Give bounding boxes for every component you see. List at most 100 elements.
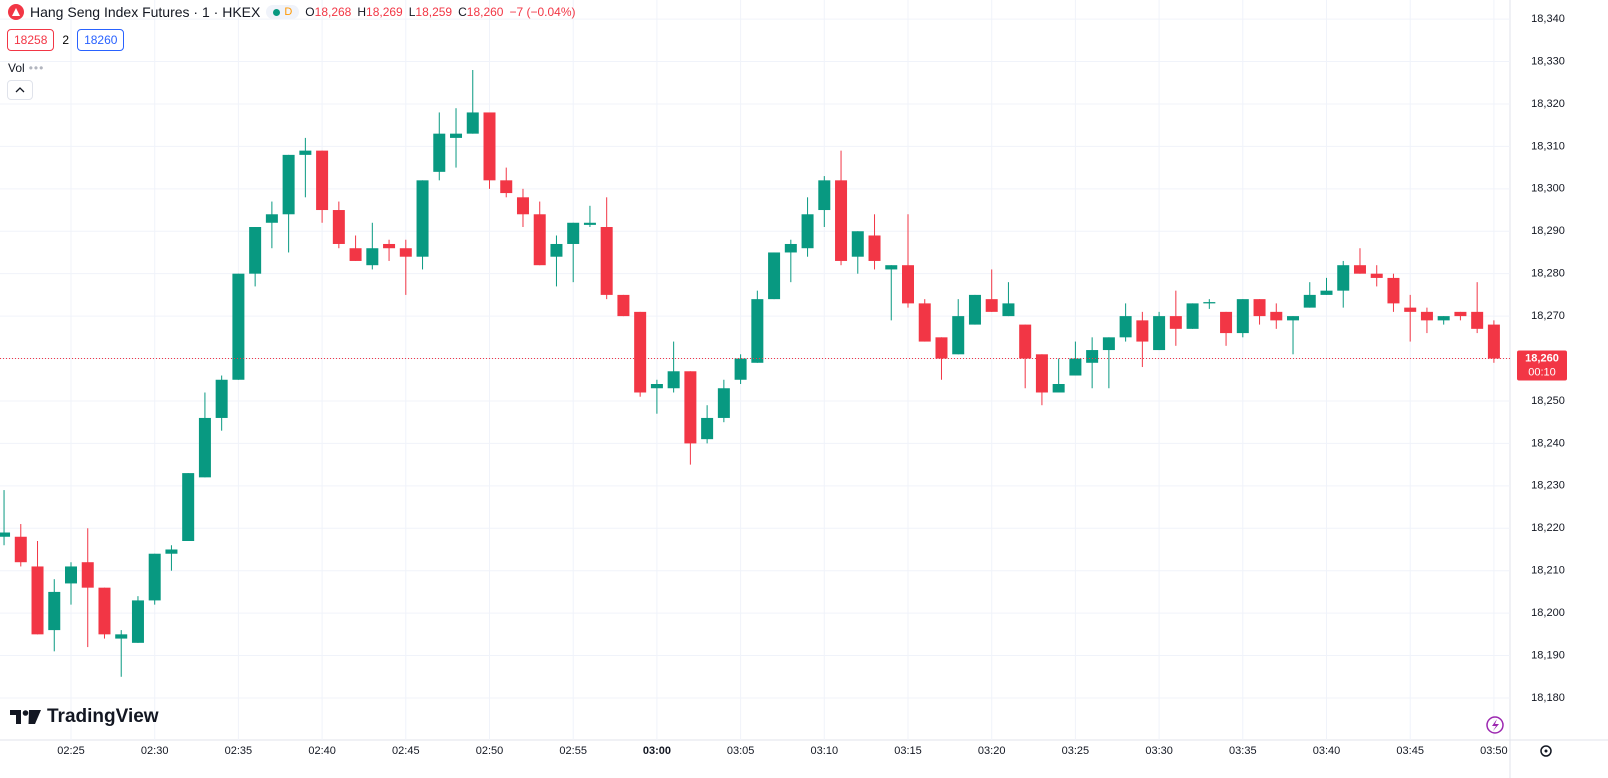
candle-body	[952, 316, 965, 355]
candle-body	[1102, 337, 1115, 351]
candle-body	[1370, 273, 1383, 278]
candle-body	[734, 358, 747, 380]
candle-body	[1471, 311, 1484, 329]
candle-body	[1353, 265, 1366, 274]
header: Hang Seng Index Futures · 1 · HKEX D O18…	[8, 4, 576, 20]
candle-body	[383, 243, 396, 249]
candle-body	[81, 562, 94, 588]
ohlc-key: L	[408, 5, 416, 19]
countdown: 00:10	[1528, 366, 1556, 378]
candle-body	[1220, 311, 1233, 334]
candle-body	[1019, 324, 1032, 359]
candle-body	[1437, 316, 1450, 321]
x-tick-label: 02:25	[57, 745, 85, 757]
candle-body	[48, 591, 61, 631]
candle-body	[98, 587, 111, 635]
candle-body	[516, 197, 529, 215]
candle-body	[617, 294, 630, 317]
candle-body	[65, 566, 77, 584]
candle-body	[935, 337, 948, 359]
x-tick-label: 03:35	[1229, 745, 1257, 757]
candle-body	[1186, 303, 1199, 329]
y-tick-label: 18,190	[1531, 649, 1565, 661]
logo-mark	[10, 710, 41, 724]
candle-body	[416, 180, 429, 257]
indicator[interactable]: Vol •••	[8, 61, 44, 75]
candle-body	[1303, 294, 1316, 308]
symbol-title[interactable]: Hang Seng Index Futures · 1 · HKEX	[30, 4, 261, 20]
candle-body	[14, 536, 27, 563]
candle-body	[1069, 358, 1082, 376]
x-tick-label: 03:10	[811, 745, 839, 757]
market-status[interactable]: D	[266, 5, 300, 19]
y-tick-label: 18,250	[1531, 395, 1565, 407]
y-tick-label: 18,230	[1531, 480, 1565, 492]
candle-body	[1153, 316, 1166, 351]
y-tick-label: 18,320	[1531, 98, 1565, 110]
candle-body	[1270, 311, 1283, 321]
settings-icon	[1540, 745, 1552, 757]
candle-body	[835, 180, 848, 261]
ohlc-key: O	[305, 5, 315, 19]
buy-button[interactable]: 18260	[77, 29, 125, 51]
candle-body	[148, 553, 161, 601]
spread: 2	[62, 33, 70, 47]
y-tick-label: 18,300	[1531, 183, 1565, 195]
candle-body	[1052, 384, 1065, 393]
y-tick-label: 18,310	[1531, 140, 1565, 152]
candle-body	[165, 549, 178, 554]
last-price-box	[1517, 350, 1567, 381]
candle-body	[918, 303, 931, 342]
candle-body	[968, 294, 981, 325]
candle-body	[1086, 350, 1099, 363]
candle-body	[751, 299, 764, 363]
candle-body	[466, 112, 479, 134]
candle-body	[717, 388, 730, 418]
candle-body	[1454, 311, 1467, 317]
trade-panel: 18258 2 18260	[7, 29, 125, 51]
candle-body	[299, 150, 312, 155]
candle-body	[985, 299, 998, 312]
candle-body	[0, 532, 11, 537]
candle-body	[483, 112, 496, 181]
candle-body	[115, 634, 128, 639]
candle-body	[316, 150, 329, 211]
candle-body	[1203, 302, 1216, 304]
y-tick-label: 18,280	[1531, 268, 1565, 280]
candle-body	[818, 180, 831, 211]
indicator-dots: •••	[28, 61, 45, 75]
x-tick-label: 03:25	[1062, 745, 1090, 757]
candle-body	[1404, 307, 1417, 312]
candle-body	[701, 417, 714, 440]
candle-body	[1136, 320, 1149, 342]
x-tick-label: 02:55	[559, 745, 587, 757]
candle-body	[198, 417, 211, 478]
collapse-button[interactable]	[7, 80, 33, 100]
candle-body	[533, 214, 546, 266]
y-tick-label: 18,210	[1531, 565, 1565, 577]
y-tick-label: 18,270	[1531, 310, 1565, 322]
candle-body	[902, 265, 914, 304]
x-tick-label: 02:35	[225, 745, 253, 757]
y-tick-label: 18,220	[1531, 522, 1565, 534]
logo[interactable]: TradingView	[10, 706, 159, 728]
candle-body	[1387, 277, 1400, 304]
ohlc: O18,268 H18,269 L18,259 C18,260 −7 (−0.0…	[305, 5, 575, 19]
candle-body	[567, 222, 580, 244]
lightning-bolt	[1492, 719, 1499, 731]
chevron	[15, 87, 25, 93]
candle-body	[650, 384, 663, 389]
candle-body	[450, 133, 463, 138]
settings-center	[1544, 749, 1548, 753]
candle-body	[851, 231, 864, 257]
candle-body	[1420, 311, 1433, 321]
sell-button[interactable]: 18258	[7, 29, 55, 51]
candle-body	[433, 133, 446, 172]
candle-body	[265, 214, 278, 223]
candle-body	[1002, 303, 1015, 317]
candle-body	[1035, 354, 1048, 393]
x-tick-label: 03:45	[1396, 745, 1424, 757]
candle-body	[1320, 290, 1333, 295]
